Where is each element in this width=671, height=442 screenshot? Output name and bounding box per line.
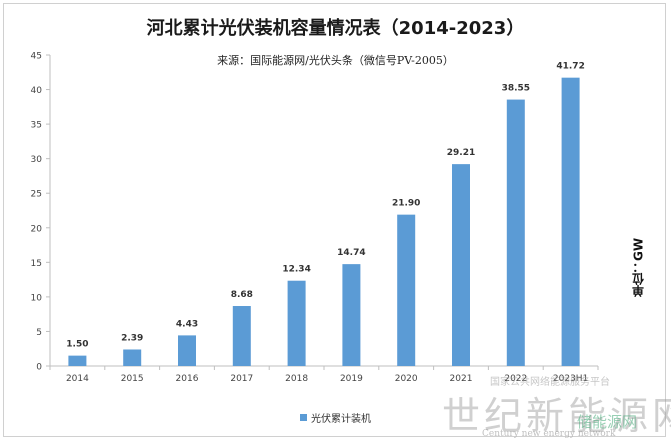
bar-2015 [123, 349, 142, 366]
legend: 光伏累计装机 [0, 410, 671, 425]
y-tick-label: 25 [31, 190, 42, 200]
x-tick-label: 2022 [504, 374, 527, 384]
unit-label: 单位：GW [631, 237, 646, 297]
bar-value-label: 14.74 [337, 248, 365, 258]
bar-2017 [232, 306, 251, 366]
bar-2016 [178, 335, 196, 366]
y-tick-label: 0 [36, 363, 42, 373]
bar-2019 [342, 264, 361, 366]
x-tick-label: 2016 [176, 374, 199, 384]
bar-value-label: 12.34 [282, 265, 310, 275]
y-tick-label: 35 [31, 121, 42, 131]
x-tick-label: 2017 [230, 374, 253, 384]
bar-value-label: 8.68 [231, 290, 253, 300]
bar-2021 [452, 164, 470, 366]
bar-2018 [287, 280, 306, 366]
bar-value-label: 4.43 [176, 319, 198, 329]
chart-title: 河北累计光伏装机容量情况表（2014-2023） [146, 18, 525, 39]
y-tick-label: 20 [31, 224, 43, 234]
x-tick-label: 2014 [66, 374, 89, 384]
bar-2020 [397, 214, 416, 366]
y-tick-label: 40 [31, 86, 43, 96]
x-tick-label: 2020 [395, 374, 418, 384]
x-tick-label: 2018 [285, 374, 308, 384]
y-tick-label: 5 [36, 328, 42, 338]
x-axis: 2014 2015 2016 2017 2018 2019 2020 2021 2022 2023… [49, 365, 599, 384]
x-tick-label: 2023H1 [553, 374, 588, 384]
legend-label: 光伏累计装机 [311, 414, 371, 425]
bar-value-label: 29.21 [447, 148, 475, 158]
bars-group [68, 77, 580, 367]
y-tick-label: 45 [31, 52, 42, 62]
legend-swatch [300, 414, 307, 421]
x-tick-label: 2019 [340, 374, 363, 384]
chart-frame [3, 3, 666, 437]
bar-value-label: 21.90 [392, 199, 420, 209]
bar-2022 [506, 99, 525, 367]
chart-subtitle: 来源：国际能源网/光伏头条（微信号PV-2005） [217, 54, 454, 67]
bar-value-label: 38.55 [502, 84, 530, 94]
bar-value-label: 41.72 [556, 62, 584, 72]
y-tick-label: 10 [31, 293, 43, 303]
y-axis: 0 5 10 15 20 25 30 35 40 45 [31, 52, 51, 373]
y-tick-label: 15 [31, 259, 42, 269]
bar-value-label: 2.39 [121, 333, 143, 343]
x-tick-label: 2021 [450, 374, 473, 384]
x-tick-label: 2015 [121, 374, 144, 384]
value-labels-group: 1.50 2.39 4.43 8.68 12.34 14.74 21.90 29.21 38.5… [66, 62, 585, 350]
bar-2014 [68, 355, 87, 366]
bar-2023H1 [561, 77, 580, 366]
bar-value-label: 1.50 [66, 340, 88, 350]
y-tick-label: 30 [31, 155, 43, 165]
